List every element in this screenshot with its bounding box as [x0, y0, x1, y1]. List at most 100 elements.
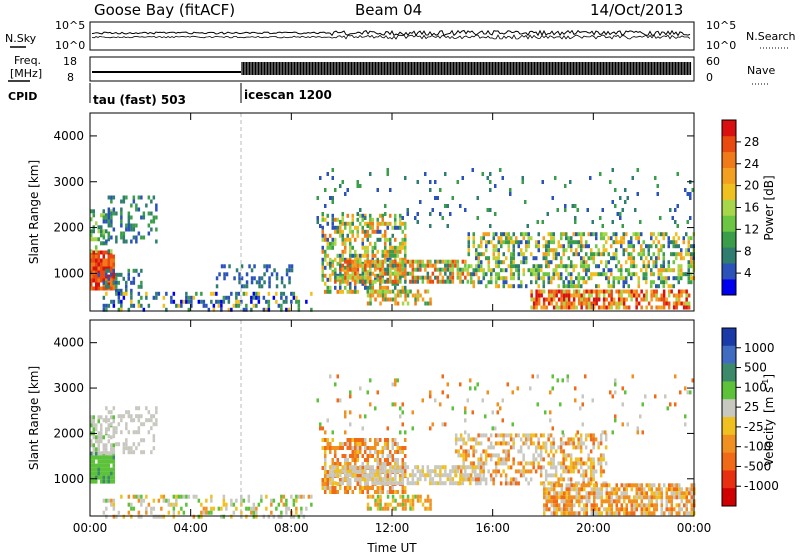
data-cell [215, 284, 219, 289]
data-cell [399, 502, 402, 507]
data-cell [436, 279, 440, 284]
data-cell [371, 263, 375, 268]
data-cell [547, 240, 550, 245]
data-cell [125, 422, 128, 427]
data-cell [605, 495, 608, 500]
data-cell [539, 465, 543, 470]
data-cell [100, 274, 103, 279]
data-cell [102, 463, 105, 468]
data-cell [100, 241, 103, 246]
data-cell [526, 224, 529, 228]
data-cell [135, 207, 138, 212]
colorbar-swatch [722, 417, 736, 436]
data-cell [112, 254, 115, 259]
data-cell [391, 458, 394, 462]
data-cell [507, 441, 510, 446]
data-cell [534, 457, 538, 462]
data-cell [356, 442, 359, 446]
data-cell [615, 252, 618, 257]
data-cell [349, 289, 352, 294]
data-cell [687, 301, 691, 306]
data-cell [559, 437, 563, 442]
data-cell [560, 289, 563, 294]
data-cell [563, 499, 566, 504]
data-cell [550, 248, 553, 253]
data-cell [339, 281, 342, 286]
data-cell [404, 297, 407, 302]
data-cell [470, 264, 473, 269]
data-cell [446, 275, 450, 280]
data-cell [459, 275, 462, 280]
data-cell [356, 180, 359, 184]
data-cell [112, 415, 115, 420]
data-cell [175, 494, 178, 499]
data-cell [361, 253, 364, 258]
data-cell [469, 378, 472, 383]
data-cell [394, 438, 397, 442]
data-cell [620, 503, 623, 508]
data-cell [567, 240, 570, 245]
data-cell [399, 275, 402, 280]
data-cell [605, 305, 608, 310]
data-cell [550, 483, 553, 488]
data-cell [334, 225, 337, 230]
data-cell [667, 284, 670, 289]
data-cell [376, 490, 379, 494]
data-cell [545, 495, 548, 500]
data-cell [487, 453, 490, 458]
data-cell [477, 461, 480, 466]
data-cell [560, 499, 563, 504]
data-cell [665, 487, 668, 492]
data-cell [641, 402, 644, 407]
data-cell [620, 244, 623, 249]
data-cell [660, 487, 663, 492]
data-cell [524, 433, 528, 438]
data-cell [125, 291, 128, 296]
data-cell [212, 291, 216, 296]
data-cell [602, 293, 606, 298]
data-cell [459, 469, 463, 474]
data-cell [324, 188, 327, 192]
data-cell [545, 248, 548, 253]
data-cell [587, 232, 590, 237]
data-cell [536, 402, 539, 407]
data-cell [555, 272, 558, 277]
data-cell [414, 267, 417, 272]
data-cell [346, 462, 349, 466]
data-cell [117, 288, 120, 293]
data-cell [369, 281, 372, 286]
data-cell [615, 491, 618, 496]
data-cell [660, 264, 663, 269]
data-cell [324, 273, 327, 278]
data-cell [210, 498, 213, 503]
data-cell [351, 465, 355, 470]
data-cell [280, 514, 283, 519]
data-cell [419, 498, 422, 503]
data-cell [587, 305, 591, 310]
data-cell [112, 514, 116, 519]
data-cell [112, 459, 115, 464]
data-cell [685, 272, 688, 277]
data-cell [416, 477, 420, 482]
data-cell [272, 498, 276, 503]
data-cell [640, 499, 643, 504]
data-cell [517, 244, 520, 249]
data-cell [326, 478, 329, 482]
data-cell [105, 418, 108, 423]
data-cell [522, 260, 525, 265]
data-cell [232, 502, 236, 507]
data-cell [92, 250, 95, 255]
data-cell [110, 258, 113, 263]
data-cell [542, 256, 545, 261]
data-cell [140, 450, 143, 455]
data-cell [369, 477, 372, 482]
data-cell [545, 507, 548, 512]
data-cell [379, 267, 382, 272]
data-cell [599, 437, 603, 442]
data-cell [155, 514, 158, 519]
data-cell [575, 483, 578, 488]
data-cell [381, 506, 385, 511]
data-cell [560, 244, 563, 249]
data-cell [376, 221, 379, 226]
data-cell [567, 465, 570, 470]
